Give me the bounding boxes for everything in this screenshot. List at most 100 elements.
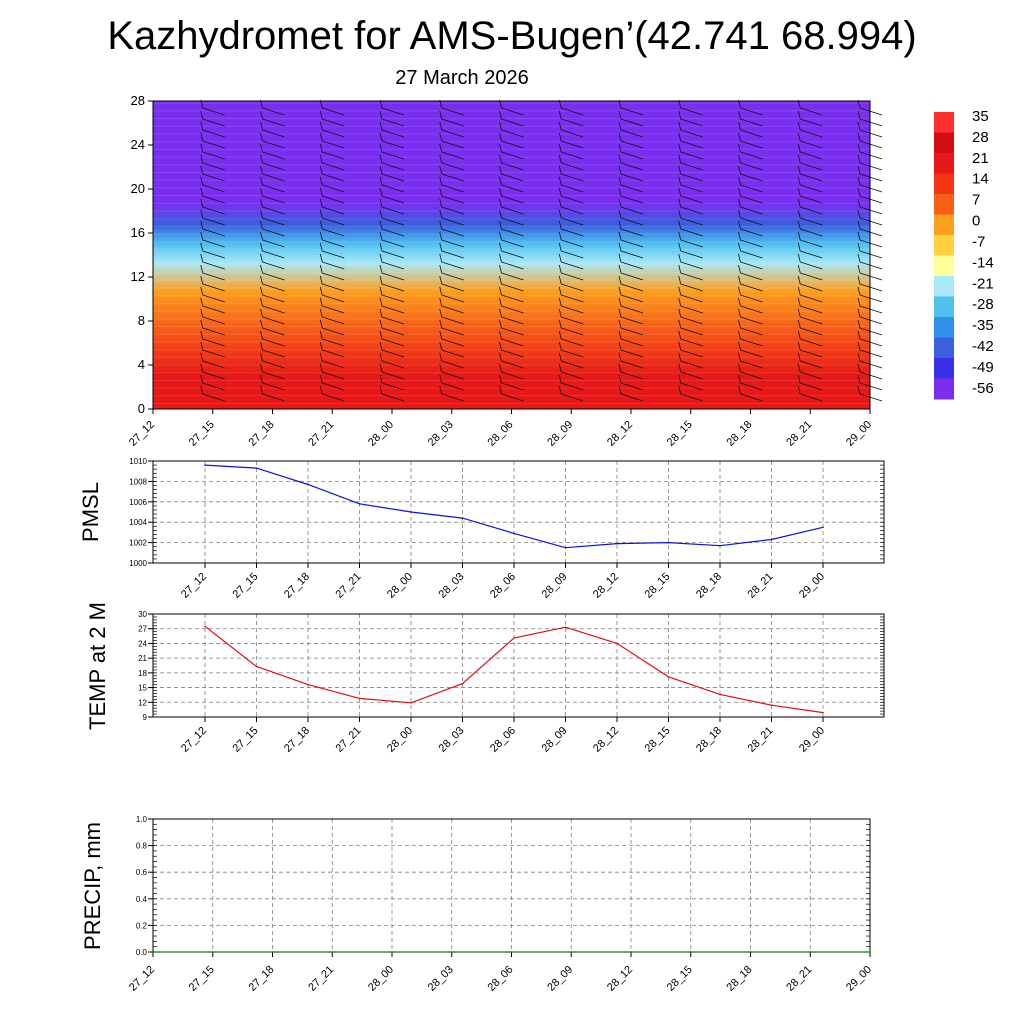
wind-barb <box>200 209 225 226</box>
wind-barb <box>319 165 345 182</box>
wind-barb <box>738 121 763 138</box>
x-tick-label: 28_09 <box>540 725 570 755</box>
wind-barb <box>797 297 823 314</box>
data-point <box>204 464 206 466</box>
wind-barb <box>678 165 703 182</box>
wind-barb <box>558 308 584 325</box>
wind-barb <box>797 187 823 204</box>
wind-barb <box>499 143 524 160</box>
x-tick-label: 27_15 <box>187 419 217 449</box>
y-tick-label: 18 <box>138 669 147 678</box>
wind-barb <box>499 220 524 237</box>
wind-barb <box>797 330 823 347</box>
wind-barb <box>260 154 285 171</box>
data-point <box>271 951 274 953</box>
wind-barb <box>260 209 285 226</box>
data-point <box>513 532 515 535</box>
wind-barb <box>379 330 405 347</box>
wind-barb <box>618 385 644 402</box>
wind-barb <box>439 165 464 182</box>
wind-barb <box>678 363 703 380</box>
wind-barb <box>678 176 703 193</box>
wind-barb <box>319 242 345 259</box>
wind-barb <box>558 187 584 204</box>
wind-barb <box>558 110 584 127</box>
wind-barb <box>200 198 225 215</box>
wind-barb <box>319 110 345 127</box>
wind-barb <box>678 275 703 292</box>
wind-barb <box>319 121 345 138</box>
y-axis-title: TEMP at 2 M <box>85 602 110 730</box>
wind-barb <box>260 121 285 138</box>
wind-barb <box>558 165 584 182</box>
wind-barb <box>738 363 763 380</box>
x-tick-label: 28_03 <box>426 419 456 449</box>
wind-barb <box>857 132 883 149</box>
x-tick-label: 27_18 <box>247 419 277 449</box>
chart-title: Kazhydromet for AMS-Bugen’(42.741 68.994… <box>107 14 917 58</box>
wind-barb <box>738 132 763 149</box>
x-tick-label: 28_03 <box>426 964 456 994</box>
y-tick-label: 15 <box>138 684 147 693</box>
wind-barb <box>379 187 405 204</box>
wind-barb <box>558 264 584 281</box>
wind-barb <box>200 253 225 270</box>
wind-barb <box>857 209 883 226</box>
y-tick-label: 12 <box>138 698 147 707</box>
colorbar-segment <box>934 194 954 215</box>
x-tick-label: 27_12 <box>179 725 209 755</box>
y-tick-label: 16 <box>131 225 145 240</box>
x-tick-label: 28_03 <box>437 725 467 755</box>
wind-barb <box>857 308 883 325</box>
colorbar-segment <box>934 358 954 379</box>
wind-barb <box>379 121 405 138</box>
wind-barb <box>618 352 644 369</box>
y-tick-label: 30 <box>138 610 147 619</box>
x-tick-label: 28_06 <box>486 419 516 449</box>
chart-subtitle: 27 March 2026 <box>395 67 529 89</box>
wind-barb <box>200 242 225 259</box>
data-point <box>461 682 464 685</box>
wind-barb <box>260 242 285 259</box>
wind-barb <box>499 308 524 325</box>
wind-barb <box>499 132 524 149</box>
data-point <box>450 951 453 953</box>
wind-barb <box>200 385 225 402</box>
wind-barb <box>379 363 405 380</box>
wind-barb <box>260 110 285 127</box>
wind-barb <box>439 143 464 160</box>
wind-barb <box>558 176 584 193</box>
wind-barb <box>200 341 225 358</box>
colorbar-segment <box>934 337 954 359</box>
wind-barb <box>678 253 703 270</box>
wind-barb <box>738 187 763 204</box>
wind-barb <box>558 275 584 292</box>
wind-barb <box>439 352 464 369</box>
wind-barb <box>857 220 883 237</box>
wind-barb <box>200 165 225 182</box>
wind-barb <box>857 121 883 138</box>
x-tick-label: 27_21 <box>334 725 364 755</box>
wind-barb <box>379 374 405 391</box>
wind-barb <box>738 286 763 303</box>
x-tick-label: 28_21 <box>746 571 776 601</box>
wind-barb <box>439 297 464 314</box>
wind-barb <box>260 385 285 402</box>
y-tick-label: 20 <box>131 181 145 196</box>
wind-barb <box>499 209 524 226</box>
wind-barb <box>797 143 823 160</box>
data-point <box>770 704 773 707</box>
wind-barb <box>857 297 883 314</box>
x-tick-label: 28_06 <box>486 964 516 994</box>
y-tick-label: 1002 <box>129 539 147 548</box>
data-point <box>667 541 670 544</box>
wind-barb <box>439 242 464 259</box>
wind-barb <box>439 198 464 215</box>
wind-barb <box>260 286 285 303</box>
wind-barb <box>319 286 345 303</box>
wind-barb <box>439 264 464 281</box>
wind-barb <box>678 132 703 149</box>
y-axis-title: PMSL <box>78 482 103 542</box>
wind-barb <box>558 363 584 380</box>
wind-barb <box>678 231 703 248</box>
